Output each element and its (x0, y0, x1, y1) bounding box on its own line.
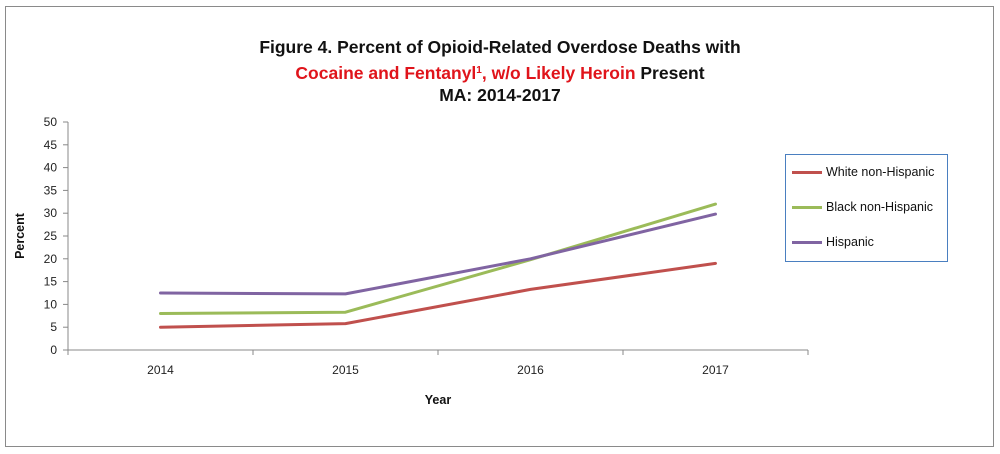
y-tick-label: 0 (50, 343, 57, 357)
title-footnote-mark: 1 (476, 65, 482, 76)
legend-item: Hispanic (792, 233, 874, 251)
chart-title-line1: Figure 4. Percent of Opioid-Related Over… (259, 37, 741, 57)
legend-swatch (792, 170, 822, 174)
legend-swatch (792, 240, 822, 244)
y-tick-label: 10 (44, 297, 58, 311)
title-highlight-2: , w/o Likely Heroin (481, 63, 636, 83)
title-highlight: Cocaine and Fentanyl (295, 63, 477, 83)
title-rest: Present (635, 63, 705, 83)
legend-item: White non-Hispanic (792, 163, 934, 181)
x-axis-title: Year (425, 393, 452, 407)
y-tick-label: 30 (44, 206, 58, 220)
x-tick-label: 2017 (702, 363, 729, 377)
x-tick-label: 2016 (517, 363, 544, 377)
y-tick-label: 35 (44, 183, 58, 197)
chart-title-line3: MA: 2014-2017 (439, 85, 561, 105)
series-line-hispanic (159, 212, 717, 296)
legend-item: Black non-Hispanic (792, 198, 933, 216)
y-tick-label: 20 (44, 252, 58, 266)
y-tick-label: 40 (44, 161, 58, 175)
x-tick-label: 2015 (332, 363, 359, 377)
legend-label: Hispanic (826, 235, 874, 249)
y-tick-label: 50 (44, 115, 58, 129)
series-line-black-non-hispanic (159, 202, 717, 315)
legend-swatch (792, 205, 822, 209)
legend-label: Black non-Hispanic (826, 200, 933, 214)
y-tick-label: 45 (44, 138, 58, 152)
y-axis-title: Percent (13, 212, 27, 259)
chart-title-line2: Cocaine and Fentanyl1, w/o Likely Heroin… (0, 60, 1000, 84)
y-tick-label: 25 (44, 229, 58, 243)
y-tick-label: 5 (50, 320, 57, 334)
x-tick-label: 2014 (147, 363, 174, 377)
series-line-white-non-hispanic (159, 261, 717, 329)
chart-legend: White non-Hispanic Black non-Hispanic Hisp… (785, 154, 948, 262)
y-tick-label: 15 (44, 275, 58, 289)
legend-label: White non-Hispanic (826, 165, 935, 179)
